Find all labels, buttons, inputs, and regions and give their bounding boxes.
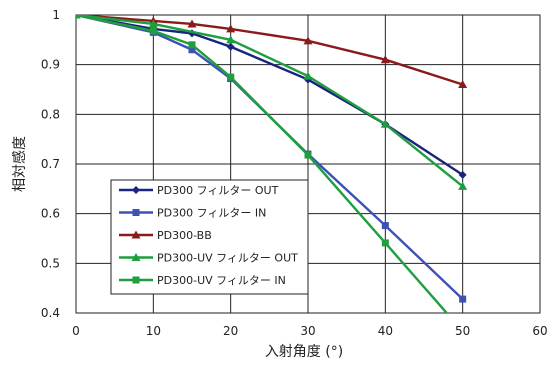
- x-tick-label: 30: [300, 324, 315, 338]
- legend-label: PD300-UV フィルター IN: [157, 274, 286, 287]
- legend-label: PD300-UV フィルター OUT: [157, 252, 298, 265]
- data-point: [303, 71, 313, 80]
- data-point: [380, 55, 390, 64]
- x-tick-label: 40: [378, 324, 393, 338]
- legend-box: [110, 179, 309, 295]
- legend-label: PD300 フィルター OUT: [157, 184, 279, 197]
- series-1: [76, 15, 467, 179]
- series-5: [76, 15, 455, 321]
- legend-label: PD300 フィルター IN: [157, 207, 266, 220]
- data-point: [76, 15, 80, 19]
- data-point: [459, 295, 467, 303]
- data-point: [448, 314, 455, 321]
- data-point: [188, 46, 196, 54]
- data-point: [149, 27, 157, 35]
- data-point: [304, 151, 312, 159]
- legend-item: PD300 フィルター OUT: [119, 184, 279, 197]
- data-point: [226, 35, 236, 44]
- data-point: [226, 42, 235, 51]
- data-point: [132, 276, 140, 284]
- legend-item: PD300-UV フィルター IN: [119, 274, 286, 287]
- data-point: [131, 230, 141, 239]
- legend-label: PD300-BB: [157, 229, 212, 242]
- data-point: [458, 80, 468, 89]
- data-point: [458, 181, 468, 190]
- data-point: [381, 239, 389, 247]
- x-tick-label: 0: [72, 324, 80, 338]
- series-4: [76, 15, 468, 190]
- data-point: [380, 119, 390, 128]
- data-point: [187, 19, 197, 28]
- data-point: [148, 19, 158, 28]
- legend: PD300 フィルター OUT PD300 フィルター IN PD300-BB PD3…: [110, 179, 309, 295]
- legend-item: PD300-UV フィルター OUT: [119, 252, 298, 265]
- y-tick-label: 0.5: [41, 256, 60, 270]
- y-tick-label: 1: [52, 8, 60, 22]
- data-point: [303, 36, 313, 45]
- x-tick-label: 10: [146, 324, 161, 338]
- data-point: [458, 170, 467, 179]
- x-axis-title: 入射角度 (°): [265, 344, 343, 360]
- data-point: [381, 222, 389, 230]
- y-tick-label: 0.6: [41, 207, 60, 221]
- data-point: [227, 73, 235, 81]
- y-tick-label: 0.4: [41, 306, 60, 320]
- series-line: [76, 15, 464, 188]
- data-point: [132, 186, 140, 194]
- data-point: [131, 253, 141, 261]
- y-tick-label: 0.7: [41, 157, 60, 171]
- plot-frame: [75, 14, 541, 314]
- x-tick-label: 60: [532, 324, 547, 338]
- legend-item: PD300 フィルター IN: [119, 207, 266, 220]
- series-line: [76, 15, 464, 176]
- legend-item: PD300-BB: [119, 229, 212, 242]
- data-point: [226, 24, 236, 33]
- x-tick-label: 20: [223, 324, 238, 338]
- y-tick-label: 0.8: [41, 107, 60, 121]
- y-axis-title: 相対感度: [11, 136, 28, 192]
- series-layer: [76, 15, 468, 321]
- x-tick-label: 50: [455, 324, 470, 338]
- data-point: [188, 41, 196, 49]
- data-point: [132, 209, 140, 216]
- y-tick-label: 0.9: [41, 58, 60, 72]
